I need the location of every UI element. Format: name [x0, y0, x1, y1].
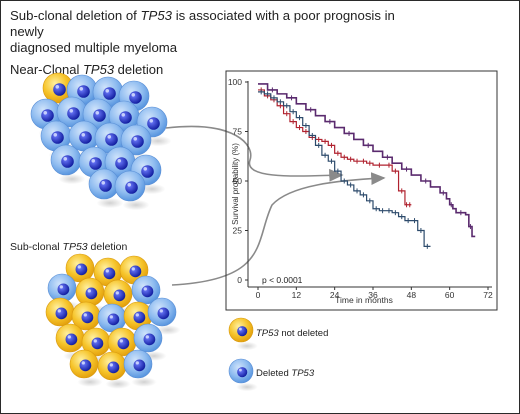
p-value-annotation: p < 0.0001: [262, 275, 303, 285]
deleted-tp53-cell: [114, 170, 150, 211]
survival-curve-1: [258, 83, 476, 238]
x-tick-label: 36: [368, 290, 378, 300]
x-tick-label: 48: [407, 290, 417, 300]
x-axis-label: Time in months: [335, 295, 393, 305]
y-tick-label: 100: [228, 77, 242, 87]
figure-title: Sub-clonal deletion of TP53 is associate…: [10, 8, 395, 55]
legend-deleted-label: Deleted TP53: [256, 368, 315, 379]
legend-deleted-tp53-icon: [228, 358, 258, 392]
legend-tp53-not-deleted-icon: [228, 317, 258, 351]
legend-not-deleted-label: TP53 not deleted: [256, 328, 329, 339]
tp53-intact-cell: [97, 351, 131, 389]
deleted-tp53-cell: [123, 349, 157, 387]
survival-chart: 0 25 50 75 100 0 12 24 36 48 60 72 Survival probab…: [225, 70, 498, 311]
y-axis-label: Survival probability (%): [231, 143, 240, 225]
near-clonal-cell-cluster: [30, 72, 172, 211]
deleted-tp53-cell: [88, 168, 124, 209]
deleted-tp53-cell: [50, 144, 86, 185]
near-clonal-arrow: [165, 125, 344, 182]
y-tick-label: 50: [233, 176, 243, 186]
x-tick-label: 24: [330, 290, 340, 300]
x-tick-label: 72: [483, 290, 493, 300]
x-tick-label: 60: [445, 290, 455, 300]
survival-curve-2: [258, 89, 412, 206]
sub-clonal-cell-cluster: [45, 253, 181, 389]
x-tick-label: 12: [292, 290, 302, 300]
chart-frame: [225, 70, 498, 311]
y-tick-label: 0: [237, 275, 242, 285]
deleted-tp53-cell: [147, 297, 181, 335]
y-tick-label: 25: [233, 226, 243, 236]
sub-clonal-label: Sub-clonal TP53 deletion: [10, 241, 128, 253]
y-tick-label: 75: [233, 127, 243, 137]
sub-clonal-arrow: [171, 172, 386, 286]
tp53-intact-cell: [45, 297, 79, 335]
x-tick-label: 0: [256, 290, 261, 300]
legend: [228, 317, 258, 392]
